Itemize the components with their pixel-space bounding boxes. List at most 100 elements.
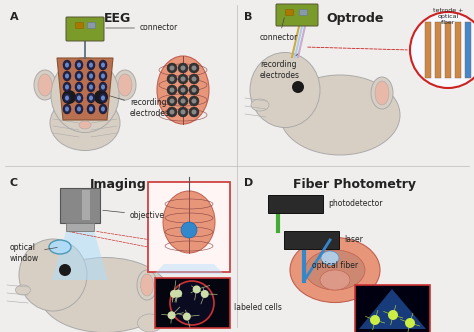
Ellipse shape — [99, 82, 107, 92]
Text: optical fiber: optical fiber — [312, 261, 358, 270]
Ellipse shape — [137, 314, 163, 332]
Ellipse shape — [40, 258, 170, 332]
Circle shape — [181, 110, 185, 115]
Bar — [355, 285, 430, 332]
Ellipse shape — [19, 239, 87, 311]
Ellipse shape — [101, 73, 105, 78]
Ellipse shape — [101, 96, 105, 101]
Polygon shape — [57, 58, 113, 120]
Ellipse shape — [118, 74, 132, 96]
Text: EEG: EEG — [104, 12, 132, 25]
FancyBboxPatch shape — [276, 4, 318, 26]
Bar — [75, 22, 83, 28]
Ellipse shape — [89, 73, 93, 78]
Circle shape — [94, 90, 108, 104]
Ellipse shape — [79, 121, 91, 129]
Ellipse shape — [65, 85, 69, 90]
Ellipse shape — [63, 60, 71, 70]
Circle shape — [170, 281, 214, 325]
Ellipse shape — [77, 62, 81, 67]
Ellipse shape — [101, 107, 105, 112]
Ellipse shape — [101, 62, 105, 67]
Circle shape — [170, 290, 178, 298]
Ellipse shape — [89, 85, 93, 90]
Ellipse shape — [50, 96, 120, 150]
Ellipse shape — [157, 56, 209, 124]
Ellipse shape — [63, 104, 71, 114]
Text: A: A — [10, 12, 18, 22]
Ellipse shape — [320, 270, 350, 290]
Ellipse shape — [101, 85, 105, 90]
FancyBboxPatch shape — [66, 17, 104, 41]
Bar — [60, 188, 100, 223]
Ellipse shape — [75, 82, 83, 92]
Ellipse shape — [99, 71, 107, 81]
Ellipse shape — [305, 250, 365, 290]
Circle shape — [170, 76, 174, 81]
Ellipse shape — [75, 104, 83, 114]
Ellipse shape — [16, 285, 30, 295]
Text: optical
window: optical window — [10, 243, 57, 263]
Ellipse shape — [89, 107, 93, 112]
Circle shape — [170, 99, 174, 104]
Bar — [285, 9, 293, 15]
Ellipse shape — [65, 73, 69, 78]
Circle shape — [191, 110, 197, 115]
Ellipse shape — [140, 274, 154, 296]
Text: connector: connector — [106, 24, 178, 33]
Bar — [425, 22, 431, 78]
Text: recording
electrodes: recording electrodes — [109, 96, 170, 118]
Ellipse shape — [280, 75, 400, 155]
Text: Optrode: Optrode — [326, 12, 383, 25]
Circle shape — [174, 290, 182, 297]
Polygon shape — [359, 289, 426, 329]
Circle shape — [178, 63, 188, 73]
Ellipse shape — [99, 104, 107, 114]
Polygon shape — [52, 231, 108, 280]
Ellipse shape — [371, 77, 393, 109]
Circle shape — [167, 96, 177, 106]
Circle shape — [181, 76, 185, 81]
Bar — [148, 182, 230, 272]
Polygon shape — [154, 264, 224, 274]
Bar — [465, 22, 471, 78]
Bar — [82, 190, 90, 220]
Ellipse shape — [114, 70, 136, 100]
Circle shape — [189, 74, 199, 84]
Circle shape — [370, 315, 380, 325]
Ellipse shape — [375, 81, 389, 105]
Text: objective: objective — [103, 210, 165, 219]
Ellipse shape — [51, 57, 119, 132]
Circle shape — [181, 222, 197, 238]
Text: D: D — [244, 178, 253, 188]
Ellipse shape — [75, 71, 83, 81]
Circle shape — [410, 12, 474, 88]
Ellipse shape — [87, 71, 95, 81]
Ellipse shape — [34, 70, 56, 100]
Ellipse shape — [137, 270, 157, 300]
Text: connector: connector — [260, 18, 298, 42]
Text: laser: laser — [344, 235, 363, 244]
Bar — [455, 22, 461, 78]
Circle shape — [167, 63, 177, 73]
Text: labeled cells: labeled cells — [234, 303, 282, 312]
Circle shape — [167, 311, 175, 319]
Bar — [299, 9, 307, 15]
Text: tetrode +
optical
fiber: tetrode + optical fiber — [433, 8, 463, 25]
Circle shape — [191, 88, 197, 93]
Bar — [435, 22, 441, 78]
Ellipse shape — [89, 96, 93, 101]
Ellipse shape — [89, 62, 93, 67]
Circle shape — [170, 65, 174, 70]
Circle shape — [59, 264, 71, 276]
Circle shape — [189, 85, 199, 95]
Circle shape — [170, 110, 174, 115]
Bar — [284, 231, 339, 249]
Ellipse shape — [250, 52, 320, 127]
Bar — [155, 278, 230, 328]
Ellipse shape — [38, 74, 52, 96]
Ellipse shape — [75, 93, 83, 103]
Ellipse shape — [77, 85, 81, 90]
Circle shape — [178, 74, 188, 84]
Circle shape — [178, 85, 188, 95]
